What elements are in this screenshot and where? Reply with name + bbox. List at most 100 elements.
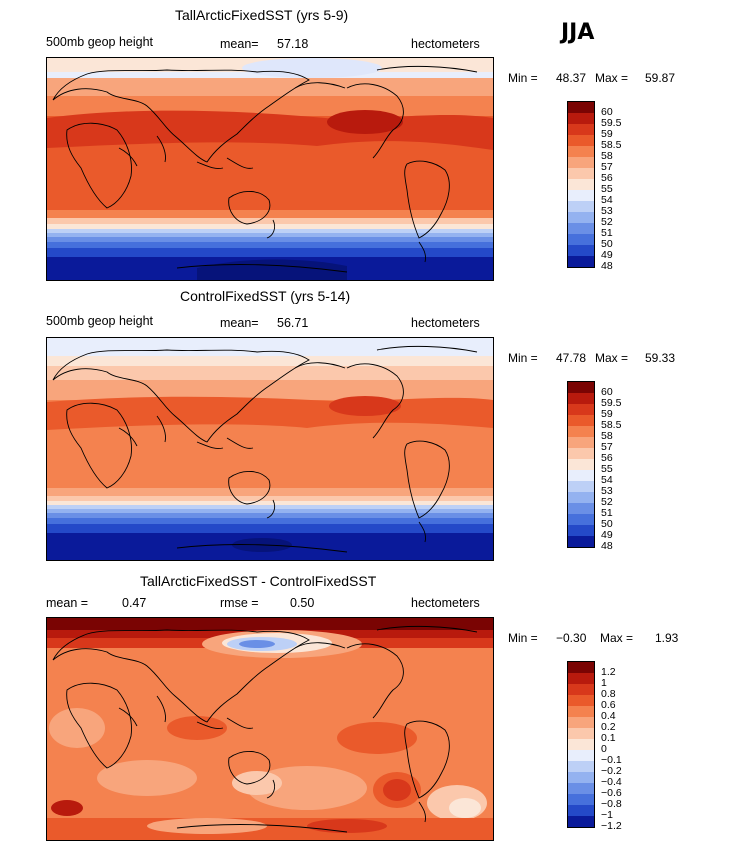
- panel3-colorbar-swatch: [568, 673, 594, 684]
- panel2-max-label: Max =: [595, 351, 629, 365]
- panel2-colorbar-label: 53: [601, 485, 613, 497]
- panel3-colorbar-swatch: [568, 695, 594, 706]
- panel2-colorbar-label: 48: [601, 540, 613, 552]
- panel1-units: hectometers: [411, 37, 480, 51]
- panel3-min-value: −0.30: [556, 631, 587, 645]
- panel3-max-label: Max =: [600, 631, 634, 645]
- panel3-colorbar-label: 1: [601, 677, 607, 689]
- panel3-min-label: Min =: [508, 631, 538, 645]
- panel2-colorbar-label: 58.5: [601, 419, 622, 431]
- panel3-colorbar-swatch: [568, 750, 594, 761]
- panel1-max-value: 59.87: [645, 71, 676, 85]
- panel3-colorbar-swatch: [568, 761, 594, 772]
- panel1-title: TallArcticFixedSST (yrs 5-9): [175, 7, 349, 23]
- panel3-map: [46, 617, 494, 841]
- panel1-colorbar-swatch: [568, 102, 594, 113]
- panel3-rmse-label: rmse =: [220, 596, 259, 610]
- panel1-colorbar-label: 56: [601, 172, 613, 184]
- panel1-colorbar-swatch: [568, 124, 594, 135]
- panel2-colorbar-label: 52: [601, 496, 613, 508]
- panel2-colorbar-swatch: [568, 492, 594, 503]
- panel1-colorbar-label: 55: [601, 183, 613, 195]
- panel3-colorbar-label: −0.6: [601, 787, 622, 799]
- panel2-colorbar-swatch: [568, 415, 594, 426]
- panel1-colorbar-label: 59.5: [601, 117, 622, 129]
- panel3-colorbar-label: −0.2: [601, 765, 622, 777]
- season-label: JJA: [561, 20, 595, 45]
- panel2-colorbar-label: 56: [601, 452, 613, 464]
- panel2-colorbar-label: 60: [601, 386, 613, 398]
- panel2-mean-value: 56.71: [277, 316, 309, 330]
- panel1-min-label: Min =: [508, 71, 538, 85]
- panel1-colorbar-label: 53: [601, 205, 613, 217]
- panel2-colorbar-swatch: [568, 382, 594, 393]
- panel2-min-label: Min =: [508, 351, 538, 365]
- panel2-colorbar-label: 58: [601, 430, 613, 442]
- panel2-colorbar-swatch: [568, 459, 594, 470]
- panel1-colorbar-swatch: [568, 256, 594, 267]
- panel1-map: [46, 57, 494, 281]
- panel3-colorbar-swatch: [568, 684, 594, 695]
- panel3-colorbar-label: 0: [601, 743, 607, 755]
- panel2-colorbar: [567, 381, 595, 548]
- panel3-colorbar-swatch: [568, 816, 594, 827]
- panel1-colorbar-swatch: [568, 245, 594, 256]
- panel1-colorbar: [567, 101, 595, 268]
- panel2-mean-label: mean=: [220, 316, 259, 330]
- panel2-colorbar-swatch: [568, 437, 594, 448]
- panel3-colorbar-label: 0.6: [601, 699, 616, 711]
- panel2-colorbar-swatch: [568, 448, 594, 459]
- panel1-colorbar-swatch: [568, 179, 594, 190]
- panel1-colorbar-label: 57: [601, 161, 613, 173]
- panel1-colorbar-swatch: [568, 190, 594, 201]
- panel3-title: TallArcticFixedSST - ControlFixedSST: [140, 573, 377, 589]
- panel3-mean-label: mean =: [46, 596, 89, 610]
- panel3-max-value: 1.93: [655, 631, 679, 645]
- panel3-colorbar-label: −0.4: [601, 776, 622, 788]
- panel1-colorbar-label: 54: [601, 194, 613, 206]
- panel1-colorbar-swatch: [568, 168, 594, 179]
- panel2-title: ControlFixedSST (yrs 5-14): [180, 288, 351, 304]
- panel3-colorbar: [567, 661, 595, 828]
- panel1-colorbar-swatch: [568, 157, 594, 168]
- panel2-colorbar-label: 51: [601, 507, 613, 519]
- panel2-colorbar-swatch: [568, 525, 594, 536]
- panel1-colorbar-swatch: [568, 135, 594, 146]
- panel3-colorbar-swatch: [568, 805, 594, 816]
- panel3-mean-value: 0.47: [122, 596, 147, 610]
- panel3-colorbar-swatch: [568, 728, 594, 739]
- panel1-colorbar-label: 60: [601, 106, 613, 118]
- panel3-colorbar-swatch: [568, 662, 594, 673]
- panel2-colorbar-swatch: [568, 481, 594, 492]
- panel3-colorbar-label: 1.2: [601, 666, 616, 678]
- panel2-colorbar-swatch: [568, 514, 594, 525]
- panel3-colorbar-label: −0.1: [601, 754, 622, 766]
- panel1-max-label: Max =: [595, 71, 629, 85]
- panel2-colorbar-swatch: [568, 393, 594, 404]
- panel1-mean-value: 57.18: [277, 37, 309, 51]
- panel2-map: [46, 337, 494, 561]
- panel3-colorbar-swatch: [568, 794, 594, 805]
- panel2-units: hectometers: [411, 316, 480, 330]
- panel2-colorbar-swatch: [568, 470, 594, 481]
- panel3-colorbar-label: 0.8: [601, 688, 616, 700]
- panel3-colorbar-swatch: [568, 717, 594, 728]
- panel3-colorbar-swatch: [568, 783, 594, 794]
- panel3-colorbar-swatch: [568, 739, 594, 750]
- panel3-colorbar-label: 0.1: [601, 732, 616, 744]
- panel3-rmse-value: 0.50: [290, 596, 315, 610]
- panel1-colorbar-label: 58.5: [601, 139, 622, 151]
- panel3-colorbar-label: 0.2: [601, 721, 616, 733]
- panel2-colorbar-swatch: [568, 426, 594, 437]
- panel2-colorbar-label: 55: [601, 463, 613, 475]
- panel1-colorbar-label: 48: [601, 260, 613, 272]
- panel1-colorbar-label: 58: [601, 150, 613, 162]
- panel1-colorbar-label: 49: [601, 249, 613, 261]
- panel1-variable-label: 500mb geop height: [46, 35, 154, 49]
- panel2-colorbar-label: 54: [601, 474, 613, 486]
- panel1-colorbar-label: 59: [601, 128, 613, 140]
- panel1-colorbar-swatch: [568, 234, 594, 245]
- panel1-min-value: 48.37: [556, 71, 587, 85]
- panel2-colorbar-label: 50: [601, 518, 613, 530]
- panel2-colorbar-label: 49: [601, 529, 613, 541]
